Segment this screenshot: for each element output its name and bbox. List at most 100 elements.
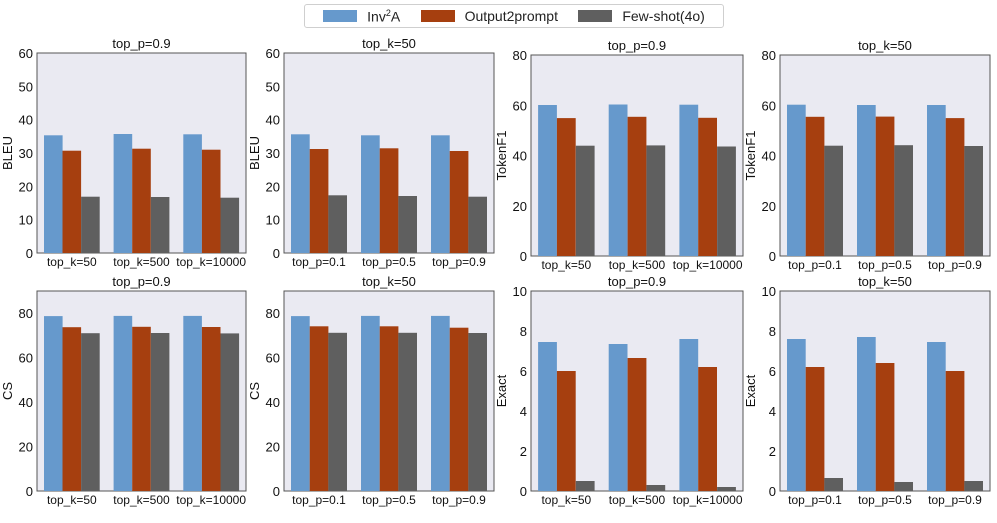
panel-1-ytick-0: 0 [273,246,280,261]
panel-6-ytick-0: 0 [520,484,527,499]
panel-2-bar-output2prompt-2 [698,117,717,256]
panel-1-ytick-1: 10 [266,213,280,228]
panel-4-ytick-3: 60 [19,351,33,366]
panel-7-ytick-3: 6 [769,364,776,379]
panel-6-xtick-1: top_k=500 [609,493,666,507]
panel-5-bar-output2prompt-0 [309,326,329,491]
legend-swatch-output2prompt [420,10,455,22]
legend-swatch-inv2a [323,10,358,22]
panel-6-ytick-1: 2 [520,444,527,459]
panel-7-ytick-5: 10 [762,284,776,299]
panel-2-bar-fewshot-2 [717,146,736,256]
panel-2-bar-output2prompt-1 [627,116,647,256]
panel-7-bar-output2prompt-0 [805,367,825,491]
panel-1-ytick-2: 20 [266,179,280,194]
panel-4-bar-fewshot-0 [81,333,100,491]
panel-5-ytick-4: 80 [266,306,280,321]
panel-4-xtick-1: top_k=500 [113,493,170,507]
panel-1-bar-fewshot-0 [328,195,347,253]
panel-5-ylabel: CS [247,382,262,400]
panel-7-xtick-0: top_p=0.1 [788,493,842,507]
panel-3-ytick-2: 40 [762,149,776,164]
panel-4-bar-inv2a-2 [183,315,202,491]
panel-3-bar-inv2a-0 [787,104,806,256]
panel-1-ytick-5: 50 [266,79,280,94]
panel-1-ylabel: BLEU [247,136,262,170]
panel-0-ylabel: BLEU [0,136,15,170]
panel-0-bar-fewshot-2 [220,197,240,253]
panel-3-ylabel: TokenF1 [743,131,758,181]
panel-0-xtick-1: top_k=500 [113,255,170,269]
panel-7-bar-output2prompt-2 [945,371,965,491]
panel-3-title: top_k=50 [858,38,912,53]
panel-6-bar-output2prompt-1 [627,358,647,491]
panel-0-bar-fewshot-0 [81,196,100,253]
panel-6-ytick-5: 10 [513,284,527,299]
panel-0-bar-inv2a-0 [44,135,63,253]
panel-0-bar-fewshot-1 [150,197,170,253]
panel-2-ylabel: TokenF1 [494,131,509,181]
panel-0-ytick-0: 0 [26,246,33,261]
legend-item-fewshot: Few-shot(4o) [578,8,705,24]
panel-0-bar-inv2a-1 [113,134,133,253]
panel-4-ytick-4: 80 [19,306,33,321]
panel-7-bar-fewshot-0 [824,478,843,491]
panel-5-bar-fewshot-1 [398,332,417,491]
panel-3-bar-fewshot-0 [824,145,843,256]
panel-5-ytick-1: 20 [266,440,280,455]
panel-4-bar-inv2a-1 [113,315,133,491]
panel-7-bar-inv2a-2 [927,342,946,491]
panel-3-bar-output2prompt-2 [945,118,965,256]
panel-3-ytick-4: 80 [762,48,776,63]
panel-1-bar-output2prompt-1 [379,148,399,253]
panel-3-bar-fewshot-1 [894,145,913,256]
panel-2-bar-inv2a-1 [608,104,628,256]
panel-4-bar-fewshot-2 [220,333,240,491]
panel-5-xtick-2: top_p=0.9 [432,493,486,507]
panel-6-bar-inv2a-2 [679,339,699,491]
panel-7-bar-fewshot-2 [964,481,983,491]
panel-7-ytick-0: 0 [769,484,776,499]
panel-6-bar-output2prompt-2 [698,367,717,491]
panel-4-ytick-0: 0 [26,484,33,499]
panel-2-bar-inv2a-0 [538,105,557,256]
panel-4-xtick-0: top_k=50 [47,493,97,507]
panel-6-ytick-4: 8 [520,324,527,339]
panel-3-ytick-3: 60 [762,98,776,113]
panel-2-ytick-3: 60 [513,98,527,113]
panel-6-xtick-2: top_k=10000 [673,493,743,507]
panel-5-bar-fewshot-0 [328,332,347,491]
panel-6-bar-fewshot-2 [717,487,736,491]
panel-5-bar-inv2a-1 [361,315,380,491]
panel-5-ytick-2: 40 [266,395,280,410]
panel-5-bar-output2prompt-1 [379,326,399,491]
panel-0-bar-output2prompt-0 [62,150,82,253]
panel-5-xtick-0: top_p=0.1 [292,493,346,507]
panel-4-bar-output2prompt-0 [62,327,82,491]
legend-item-inv2a: Inv2A [323,8,400,24]
panel-2-bar-output2prompt-0 [556,118,576,256]
legend: Inv2A Output2prompt Few-shot(4o) [304,4,724,28]
panel-3-xtick-0: top_p=0.1 [788,258,842,272]
panel-7-bar-fewshot-1 [894,482,913,491]
panel-3-bar-inv2a-2 [927,105,946,256]
panel-2-xtick-1: top_k=500 [609,258,666,272]
panel-5-bar-inv2a-2 [431,315,450,491]
legend-swatch-fewshot [578,10,613,22]
panel-6-bar-output2prompt-0 [556,371,576,491]
panel-1-xtick-0: top_p=0.1 [292,255,346,269]
panel-7-ytick-4: 8 [769,324,776,339]
panel-3-ytick-0: 0 [769,249,776,264]
panel-0-bar-inv2a-2 [183,134,202,253]
panel-6-title: top_p=0.9 [608,274,666,289]
panel-0-xtick-0: top_k=50 [47,255,97,269]
panel-4-ytick-2: 40 [19,395,33,410]
panel-3-xtick-1: top_p=0.5 [858,258,912,272]
panel-4-ylabel: CS [0,382,15,400]
panel-2-bar-fewshot-1 [646,145,666,256]
panel-0-ytick-5: 50 [19,79,33,94]
panel-0-ytick-1: 10 [19,213,33,228]
panel-5-title: top_k=50 [362,274,416,289]
panel-1-bar-inv2a-2 [431,135,450,253]
